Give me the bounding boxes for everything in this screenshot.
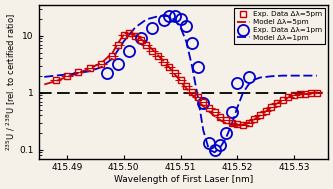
Y-axis label: $^{235}$U / $^{238}$U [rel. to certified ratio]: $^{235}$U / $^{238}$U [rel. to certified…	[5, 13, 18, 151]
X-axis label: Wavelength of First Laser [nm]: Wavelength of First Laser [nm]	[114, 175, 253, 184]
Legend: Exp. Data Δλ=5pm, Model Δλ=5pm, Exp. Data Δλ=1pm, Model Δλ=1pm: Exp. Data Δλ=5pm, Model Δλ=5pm, Exp. Dat…	[234, 9, 325, 44]
